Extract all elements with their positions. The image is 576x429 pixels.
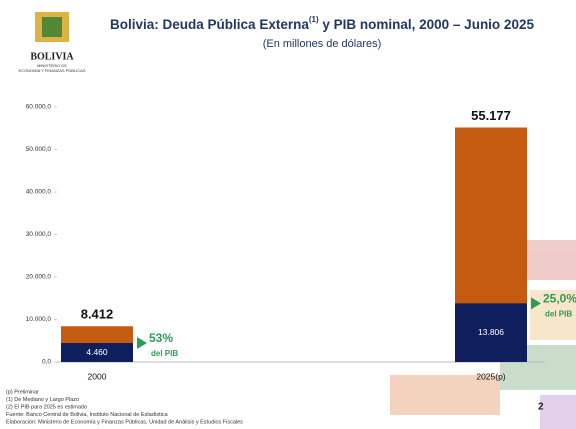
title-sup: (1) [309,15,319,24]
title-main: Bolivia: Deuda Pública Externa [110,17,309,32]
x-tick-label: 2000 [88,371,107,381]
logo-name: BOLIVIA [30,51,74,62]
footnote: (2) El PIB para 2025 es estimado [6,404,87,410]
logo-ministry: MINISTERIO DE [37,63,67,68]
logo-ministry: ECONOMÍA Y FINANZAS PÚBLICAS [19,68,86,73]
annotation: del PIB [151,349,178,358]
decor [390,240,576,429]
logo-mark [42,17,62,37]
y-tick-label: 60.000,0 [26,104,52,111]
footnote: (p) Preliminar [6,389,39,395]
annotation-arrow [137,337,147,350]
footnote: Elaboración: Ministerio de Economía y Fi… [6,419,243,425]
annotation: 25,0% [543,291,576,305]
value-label: 13.806 [478,327,504,337]
chart-subtitle: (En millones de dólares) [263,38,382,50]
y-tick-label: 30.000,0 [26,231,52,238]
y-tick-label: 40.000,0 [26,189,52,196]
bar [61,343,133,362]
annotation: del PIB [545,309,572,318]
value-label: 4.460 [86,347,108,357]
x-tick-label: 2025(p) [476,371,505,381]
annotation: 53% [149,331,173,345]
annotation-arrow [531,297,541,310]
y-tick-label: 10.000,0 [26,316,52,323]
y-tick-label: 20.000,0 [26,274,52,281]
bar [455,303,527,362]
page-number: 2 [538,402,544,413]
y-tick-label: 0,0 [42,359,51,366]
title-rest: y PIB nominal, 2000 – Junio 2025 [319,17,535,32]
footnote: (1) De Mediano y Largo Plazo [6,397,79,403]
value-label: 8.412 [81,307,114,322]
value-label: 55.177 [471,108,511,123]
footnote: Fuente: Banco Central de Bolivia, Instit… [6,412,169,418]
chart-title: Bolivia: Deuda Pública Externa(1) y PIB … [110,15,534,31]
y-tick-label: 50.000,0 [26,146,52,153]
